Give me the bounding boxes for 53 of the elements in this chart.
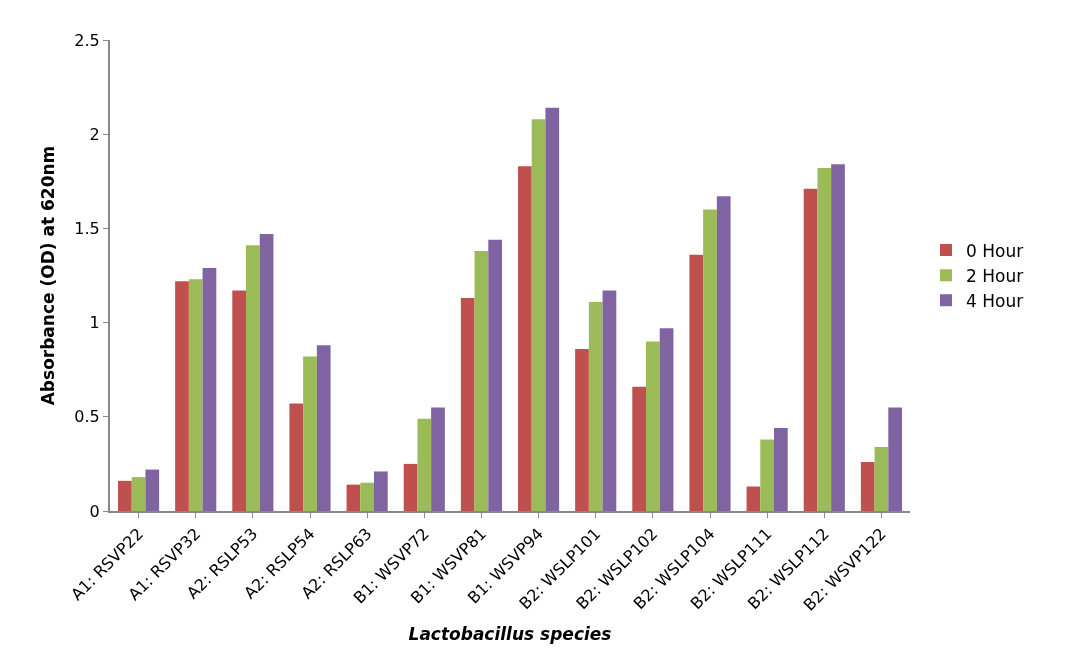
bar bbox=[888, 407, 902, 511]
y-tick-label: 2.5 bbox=[74, 30, 100, 50]
y-tick-label: 0.5 bbox=[74, 407, 100, 427]
bar bbox=[545, 107, 560, 511]
bar bbox=[289, 403, 304, 511]
bar bbox=[403, 463, 418, 511]
bar bbox=[602, 290, 617, 511]
bar bbox=[118, 480, 132, 511]
bar bbox=[746, 486, 761, 511]
bar bbox=[374, 471, 388, 511]
legend-label: 2 Hour bbox=[966, 265, 1024, 286]
bar bbox=[831, 164, 845, 511]
bar bbox=[246, 245, 260, 511]
bar bbox=[175, 281, 189, 511]
y-axis-title: Absorbance (OD) at 620nm bbox=[38, 145, 59, 406]
legend-label: 0 Hour bbox=[966, 240, 1024, 261]
bar bbox=[575, 348, 589, 511]
bar bbox=[131, 477, 146, 511]
bar bbox=[531, 119, 546, 511]
y-tick-label: 0 bbox=[89, 501, 100, 521]
bar bbox=[703, 209, 717, 511]
bar bbox=[874, 446, 889, 511]
y-tick-label: 2 bbox=[89, 124, 100, 144]
bar bbox=[689, 254, 704, 511]
bar bbox=[518, 166, 532, 511]
bar bbox=[145, 469, 160, 511]
bar bbox=[646, 341, 660, 511]
bar bbox=[417, 418, 432, 511]
bar bbox=[803, 188, 818, 511]
bar bbox=[817, 168, 832, 511]
bar bbox=[303, 356, 317, 511]
y-tick-label: 1 bbox=[89, 313, 100, 333]
bar bbox=[760, 439, 774, 511]
bar bbox=[232, 290, 246, 511]
bar bbox=[360, 482, 374, 511]
bar bbox=[316, 345, 331, 511]
bar bbox=[259, 234, 274, 511]
bar bbox=[488, 239, 502, 511]
bar bbox=[188, 279, 203, 511]
bar bbox=[431, 407, 445, 511]
y-tick-label: 1.5 bbox=[74, 219, 100, 238]
bar bbox=[474, 251, 489, 511]
x-axis-title: Lactobacillus species bbox=[408, 624, 612, 645]
bar bbox=[588, 301, 603, 511]
bar bbox=[460, 298, 475, 511]
bar bbox=[346, 484, 361, 511]
bar bbox=[774, 428, 788, 511]
bar bbox=[632, 386, 646, 511]
bar bbox=[659, 328, 674, 511]
legend-label: 4 Hour bbox=[966, 290, 1024, 311]
bar bbox=[860, 462, 875, 511]
bar bbox=[202, 267, 217, 511]
bar bbox=[716, 196, 731, 511]
